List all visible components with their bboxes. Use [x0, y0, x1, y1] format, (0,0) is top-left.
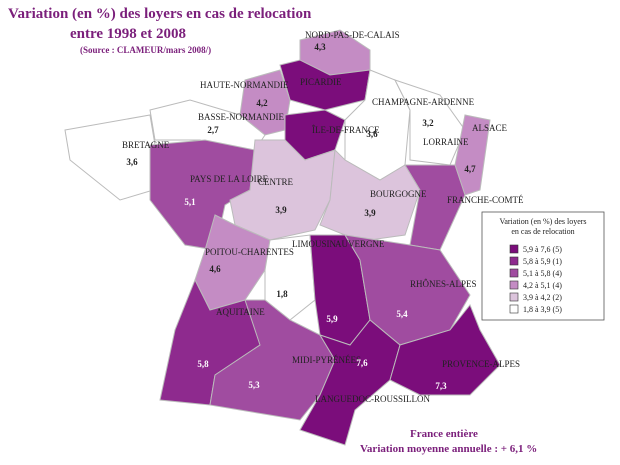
region-value: 5,8 [197, 359, 209, 369]
region-value: 4,6 [209, 264, 221, 274]
region-value: 7,3 [435, 381, 447, 391]
region-name: ÎLE-DE-FRANCE [312, 125, 380, 135]
source: (Source : CLAMEUR/mars 2008/) [80, 45, 211, 55]
region-value: 3,2 [422, 118, 434, 128]
region [149, 139, 256, 251]
region-value: 5,3 [248, 380, 260, 390]
region-value: 5,9 [326, 314, 338, 324]
region-value: 4,2 [256, 98, 268, 108]
region-name: PROVENCE-ALPES [442, 359, 520, 369]
region-name: PICARDIE [300, 77, 342, 87]
region-name: BRETAGNE [122, 140, 170, 150]
region [319, 148, 421, 241]
legend-swatch [509, 244, 519, 254]
region-name: HAUTE-NORMANDIE [200, 80, 289, 90]
region-name: NORD-PAS-DE-CALAIS [305, 30, 400, 40]
legend-swatch [509, 304, 519, 314]
title: Variation (en %) des loyers en cas de re… [8, 6, 312, 22]
legend-box [481, 211, 605, 321]
legend-label: 5,9 à 7,6 (5) [523, 245, 562, 254]
region-value: 3,9 [275, 205, 287, 215]
region [454, 114, 491, 196]
region-name: CENTRE [258, 177, 294, 187]
region-value: 3,6 [126, 157, 138, 167]
legend-title: Variation (en %) des loyers [499, 217, 586, 226]
region-name: BASSE-NORMANDIE [198, 112, 285, 122]
region-value: 1,8 [276, 289, 288, 299]
footer: Variation moyenne annuelle : + 6,1 % [360, 443, 537, 455]
region-value: 3,9 [364, 208, 376, 218]
region-name: AUVERGNE [335, 239, 385, 249]
region-name: FRANCHE-COMTÉ [447, 195, 524, 205]
legend-label: 5,8 à 5,9 (1) [523, 257, 562, 266]
region-name: LORRAINE [423, 137, 469, 147]
region [389, 304, 501, 396]
region-value: 2,7 [207, 125, 219, 135]
legend-label: 3,9 à 4,2 (2) [523, 293, 562, 302]
legend-label: 5,1 à 5,8 (4) [523, 269, 562, 278]
regions [64, 29, 501, 446]
legend-title: en cas de relocation [511, 227, 574, 236]
footer: France entière [410, 428, 478, 440]
legend-label: 4,2 à 5,1 (4) [523, 281, 562, 290]
legend-swatch [509, 280, 519, 290]
region-name: BOURGOGNE [370, 189, 427, 199]
region-value: 4,7 [464, 164, 476, 174]
region-name: AQUITAINE [216, 307, 265, 317]
region-value: 4,3 [314, 42, 326, 52]
region-name: ALSACE [472, 123, 508, 133]
region-name: POITOU-CHARENTES [205, 247, 294, 257]
legend-swatch [509, 256, 519, 266]
title: entre 1998 et 2008 [70, 26, 186, 42]
region-name: PAYS DE LA LOIRE [190, 174, 269, 184]
region-name: RHÔNES-ALPES [410, 279, 477, 289]
legend-swatch [509, 292, 519, 302]
region-value: 5,1 [184, 197, 196, 207]
region-value: 5,4 [396, 309, 408, 319]
region-name: MIDI-PYRÉNÉES [292, 355, 361, 365]
legend-swatch [509, 268, 519, 278]
labels: NORD-PAS-DE-CALAIS 4,3 PICARDIE HAUTE-NORMA… [122, 30, 524, 404]
region-value: 3,6 [366, 129, 378, 139]
region-name: LANGUEDOC-ROUSSILLON [315, 394, 430, 404]
legend-label: 1,8 à 3,9 (5) [523, 305, 562, 314]
region [229, 139, 336, 241]
region-name: CHAMPAGNE-ARDENNE [372, 97, 475, 107]
region-name: LIMOUSIN [292, 239, 336, 249]
region [299, 319, 401, 446]
region-value: 7,6 [356, 358, 368, 368]
